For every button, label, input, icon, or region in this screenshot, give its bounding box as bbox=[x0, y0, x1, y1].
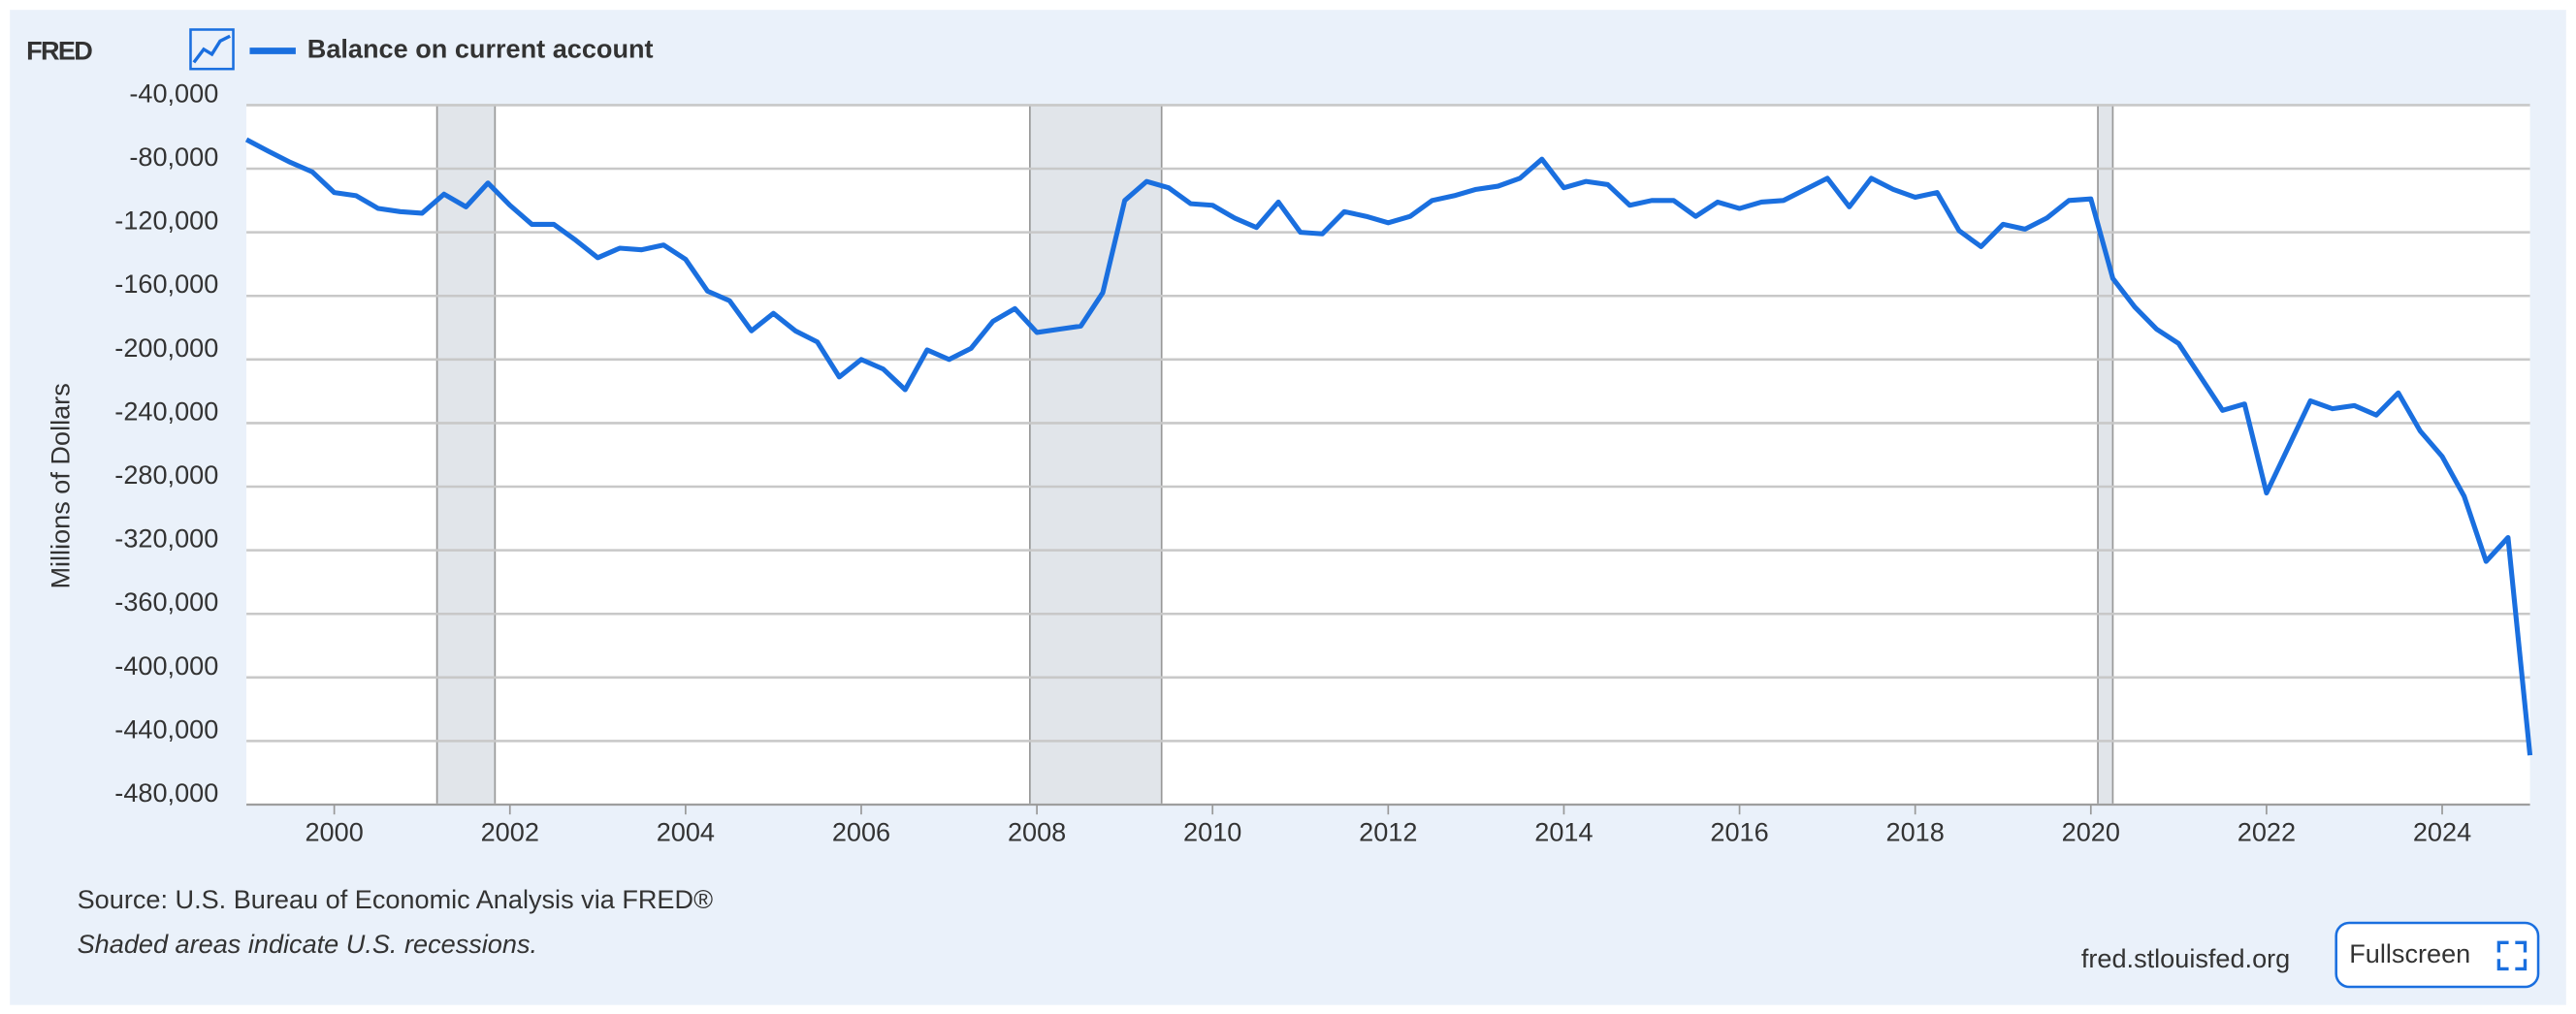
y-tick-label: -240,000 bbox=[114, 396, 218, 426]
fullscreen-button[interactable]: Fullscreen bbox=[2334, 921, 2540, 989]
y-tick-label: -40,000 bbox=[129, 78, 218, 108]
y-tick-label: -120,000 bbox=[114, 206, 218, 236]
x-tick-label: 2020 bbox=[2062, 817, 2120, 847]
x-tick-label: 2012 bbox=[1359, 817, 1417, 847]
x-tick-label: 2006 bbox=[832, 817, 890, 847]
y-tick-label: -440,000 bbox=[114, 713, 218, 744]
y-tick-label: -80,000 bbox=[129, 142, 218, 172]
button-label[interactable]: Fullscreen bbox=[2349, 938, 2470, 968]
y-axis-title: Millions of Dollars bbox=[46, 383, 76, 588]
y-tick-label: -200,000 bbox=[114, 333, 218, 363]
button-frame[interactable] bbox=[2334, 921, 2540, 989]
y-tick-label: -480,000 bbox=[114, 777, 218, 808]
source: Source: U.S. Bureau of Economic Analysis… bbox=[78, 884, 713, 914]
y-tick-label: -160,000 bbox=[114, 269, 218, 299]
x-tick-label: 2002 bbox=[481, 817, 539, 847]
recession-band bbox=[2098, 105, 2113, 806]
x-tick-label: 2022 bbox=[2238, 817, 2296, 847]
y-tick-label: -360,000 bbox=[114, 586, 218, 617]
recession-band bbox=[436, 105, 496, 806]
site-link[interactable]: fred.stlouisfed.org bbox=[2081, 943, 2290, 973]
plot-area bbox=[246, 105, 2530, 806]
fullscreen-icon[interactable] bbox=[2496, 940, 2528, 971]
x-tick-label: 2010 bbox=[1183, 817, 1241, 847]
series-line bbox=[244, 137, 2533, 756]
x-tick-label: 2014 bbox=[1534, 817, 1593, 847]
logo-icon bbox=[189, 28, 235, 71]
y-tick-label: -280,000 bbox=[114, 459, 218, 490]
logo: FRED bbox=[26, 35, 92, 65]
x-tick-label: 2018 bbox=[1886, 817, 1945, 847]
x-tick-label: 2016 bbox=[1710, 817, 1768, 847]
recession-band bbox=[1029, 105, 1162, 806]
y-tick-label: -320,000 bbox=[114, 523, 218, 554]
x-tick-label: 2024 bbox=[2413, 817, 2471, 847]
x-tick-label: 2008 bbox=[1008, 817, 1066, 847]
y-tick-label: -400,000 bbox=[114, 650, 218, 681]
recession-note: Shaded areas indicate U.S. recessions. bbox=[78, 929, 537, 959]
x-tick-label: 2004 bbox=[657, 817, 715, 847]
legend-label: Balance on current account bbox=[307, 34, 654, 64]
x-tick-label: 2000 bbox=[305, 817, 363, 847]
